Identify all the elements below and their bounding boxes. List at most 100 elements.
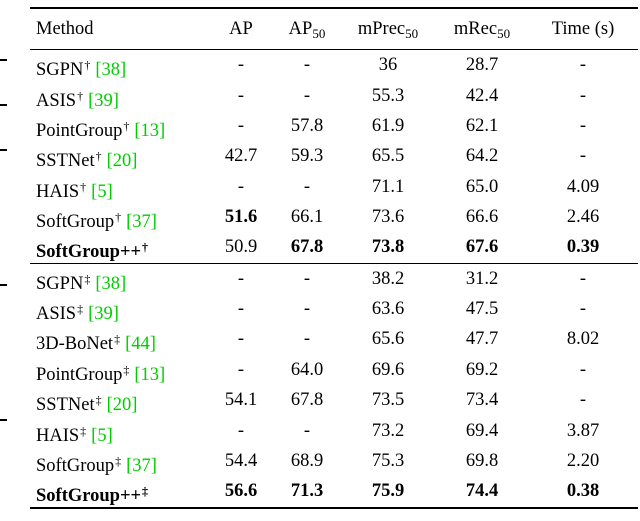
metric-value: 69.8 xyxy=(465,450,499,471)
citation-link[interactable]: [20] xyxy=(106,151,138,172)
header-subscript: 50 xyxy=(497,26,511,41)
citation-link[interactable]: [13] xyxy=(134,120,166,141)
metric-value: 51.6 xyxy=(224,206,258,227)
table-row: SoftGroup++† 50.9 67.8 73.8 67.6 0.39 xyxy=(30,232,638,262)
bottom-rule xyxy=(30,506,638,509)
group-separator-rule xyxy=(30,262,638,264)
metric-value: 54.4 xyxy=(224,450,258,471)
header-rule xyxy=(30,49,638,51)
crop-artifact-mark xyxy=(0,104,7,106)
citation-link[interactable]: [39] xyxy=(88,304,119,325)
metric-value: 55.3 xyxy=(371,85,405,106)
citation-link[interactable]: [38] xyxy=(95,60,127,81)
method-name: SoftGroup xyxy=(36,455,115,476)
metric-value: - xyxy=(303,176,311,197)
table-row: SSTNet‡ [20] 54.1 67.8 73.5 73.4 - xyxy=(30,385,638,415)
metric-value: 73.2 xyxy=(371,420,405,441)
header-label: Method xyxy=(36,19,94,39)
metric-value: - xyxy=(579,115,587,136)
dagger-marker: † xyxy=(115,209,122,224)
metric-value: 57.8 xyxy=(290,115,324,136)
column-header-method: Method xyxy=(30,9,208,54)
metric-value: - xyxy=(303,55,311,76)
metric-value: - xyxy=(303,85,311,106)
metric-value: 0.39 xyxy=(566,237,600,258)
method-name: SoftGroup++ xyxy=(36,486,142,507)
metric-value: 4.09 xyxy=(566,176,600,197)
citation-link[interactable]: [5] xyxy=(91,425,113,446)
dagger-marker: ‡ xyxy=(80,423,87,438)
table-row: PointGroup‡ [13] - 64.0 69.6 69.2 - xyxy=(30,355,638,385)
citation-link[interactable]: [44] xyxy=(125,334,156,355)
crop-artifact-mark xyxy=(0,149,7,151)
dagger-marker: † xyxy=(95,149,102,164)
method-name: HAIS xyxy=(36,425,80,446)
method-cell: HAIS† [5] xyxy=(30,172,208,207)
table-row: SoftGroup‡ [37] 54.4 68.9 75.3 69.8 2.20 xyxy=(30,446,638,476)
metric-value: 38.2 xyxy=(371,268,405,289)
table-row: HAIS† [5] - - 71.1 65.0 4.09 xyxy=(30,172,638,202)
metric-value: 65.0 xyxy=(465,176,499,197)
metric-value: 67.8 xyxy=(290,237,324,258)
metric-value: 75.3 xyxy=(371,450,405,471)
header-subscript: 50 xyxy=(312,26,326,41)
metric-value: 42.4 xyxy=(465,85,499,106)
metric-value: 62.1 xyxy=(465,115,499,136)
metric-value: 73.4 xyxy=(465,390,499,411)
method-cell: HAIS‡ [5] xyxy=(30,416,208,451)
table-row: HAIS‡ [5] - - 73.2 69.4 3.87 xyxy=(30,416,638,446)
metric-value: 67.6 xyxy=(465,237,499,258)
metric-value: - xyxy=(237,299,245,320)
citation-link[interactable]: [39] xyxy=(88,90,119,111)
metric-value: 65.5 xyxy=(371,146,405,167)
method-cell: SoftGroup‡ [37] xyxy=(30,446,208,481)
dagger-marker: † xyxy=(80,179,87,194)
metric-value: - xyxy=(303,299,311,320)
table-group-dagger: SGPN† [38] - -36 28.7- ASIS† [39] - -55.3 42.4… xyxy=(30,50,638,262)
column-header-mrec50: mRec50 xyxy=(436,9,528,54)
metric-value: - xyxy=(237,55,245,76)
metric-value: 69.4 xyxy=(465,420,499,441)
metric-value: - xyxy=(579,299,587,320)
method-name: HAIS xyxy=(36,181,80,202)
crop-artifact-mark xyxy=(0,59,7,61)
metric-value: 2.20 xyxy=(566,450,600,471)
dagger-marker: ‡ xyxy=(84,271,91,286)
crop-artifact-mark xyxy=(0,419,7,421)
citation-link[interactable]: [37] xyxy=(126,455,157,476)
citation-link[interactable]: [20] xyxy=(106,395,138,416)
dagger-marker: ‡ xyxy=(115,453,122,468)
metric-value: 42.7 xyxy=(224,146,258,167)
citation-link[interactable]: [38] xyxy=(95,273,127,294)
table-row: ASIS† [39] - - 55.3 42.4 - xyxy=(30,81,638,111)
metric-value: 31.2 xyxy=(465,268,499,289)
dagger-marker: ‡ xyxy=(142,484,149,499)
column-header-ap: AP xyxy=(208,9,274,54)
citation-link[interactable]: [37] xyxy=(126,211,157,232)
metric-value: - xyxy=(579,85,587,106)
metric-value: - xyxy=(579,268,587,289)
table-header-row: Method AP AP50 mPrec50 mRec50 Time (s) xyxy=(30,9,638,49)
method-cell: PointGroup† [13] xyxy=(30,111,208,146)
table-row: SoftGroup++‡ 56.6 71.3 75.9 74.4 0.38 xyxy=(30,476,638,506)
metric-value: 71.1 xyxy=(371,176,405,197)
method-cell: SoftGroup++† xyxy=(30,232,208,267)
citation-link[interactable]: [13] xyxy=(134,364,166,385)
metric-value: 61.9 xyxy=(371,115,405,136)
method-cell: 3D-BoNet‡ [44] xyxy=(30,324,208,359)
metric-value: 73.5 xyxy=(371,390,405,411)
header-label: AP xyxy=(288,19,313,39)
metric-value: - xyxy=(579,359,587,380)
method-cell: PointGroup‡ [13] xyxy=(30,355,208,390)
metric-value: 28.7 xyxy=(465,55,499,76)
header-subscript: 50 xyxy=(405,26,419,41)
metric-value: 63.6 xyxy=(371,299,405,320)
citation-link[interactable]: [5] xyxy=(91,181,113,202)
method-name: SSTNet xyxy=(36,151,95,172)
metric-value: 69.6 xyxy=(371,359,405,380)
method-cell: SoftGroup++‡ xyxy=(30,476,208,511)
metric-value: 47.7 xyxy=(465,329,499,350)
method-name: PointGroup xyxy=(36,120,123,141)
metric-value: 3.87 xyxy=(566,420,600,441)
method-cell: SoftGroup† [37] xyxy=(30,202,208,237)
